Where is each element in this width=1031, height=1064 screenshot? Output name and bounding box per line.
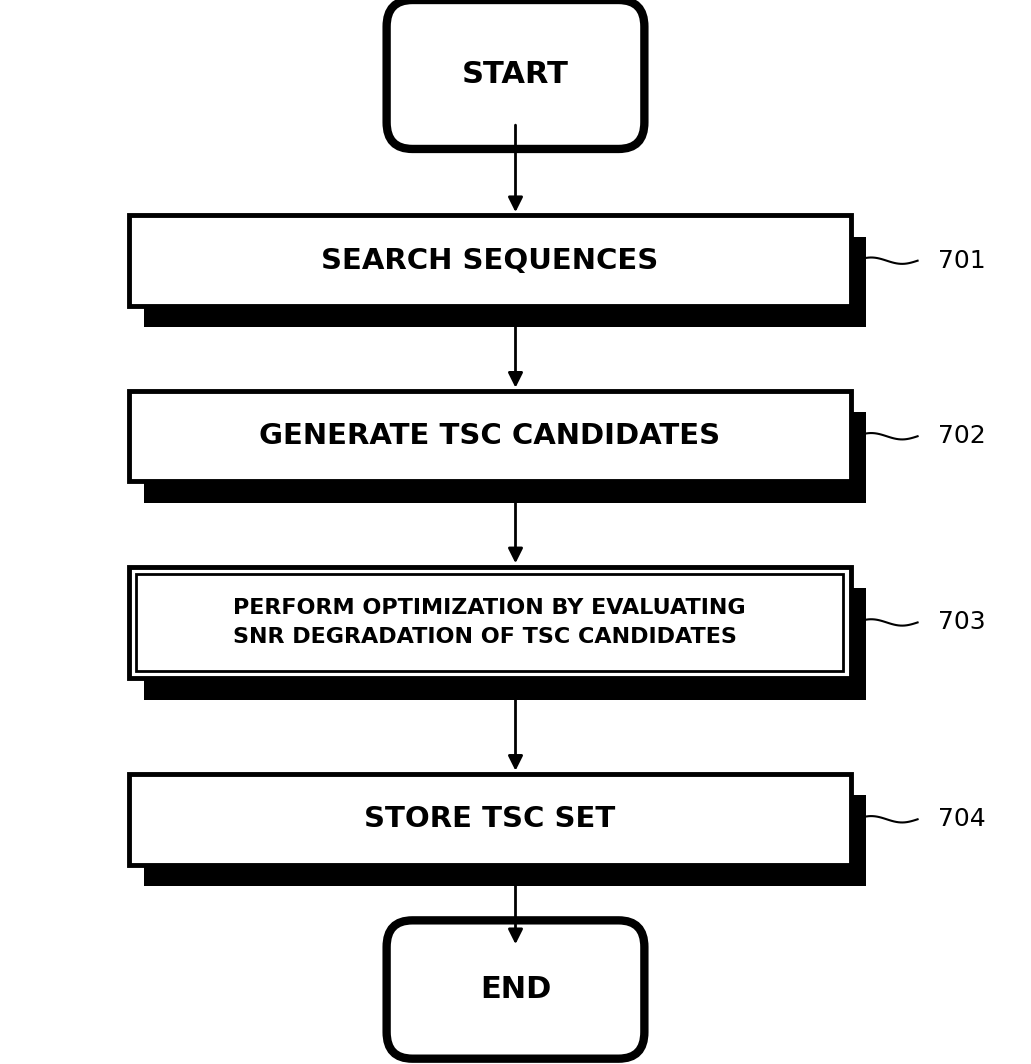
- Bar: [144, 237, 866, 328]
- Bar: [129, 216, 851, 306]
- Text: 704: 704: [938, 808, 986, 831]
- Text: SEARCH SEQUENCES: SEARCH SEQUENCES: [321, 247, 659, 275]
- Text: 702: 702: [938, 425, 986, 448]
- Text: 701: 701: [938, 249, 986, 272]
- Bar: [136, 575, 843, 671]
- Bar: [129, 392, 851, 481]
- Bar: [144, 588, 866, 700]
- Bar: [129, 775, 851, 864]
- Bar: [129, 567, 851, 679]
- Text: STORE TSC SET: STORE TSC SET: [364, 805, 616, 833]
- Bar: [144, 413, 866, 503]
- Text: 703: 703: [938, 611, 986, 634]
- FancyBboxPatch shape: [387, 920, 644, 1059]
- Text: END: END: [479, 975, 552, 1004]
- Text: START: START: [462, 60, 569, 89]
- Text: PERFORM OPTIMIZATION BY EVALUATING
SNR DEGRADATION OF TSC CANDIDATES: PERFORM OPTIMIZATION BY EVALUATING SNR D…: [233, 598, 746, 647]
- Text: GENERATE TSC CANDIDATES: GENERATE TSC CANDIDATES: [259, 422, 721, 450]
- FancyBboxPatch shape: [387, 0, 644, 149]
- Bar: [144, 796, 866, 885]
